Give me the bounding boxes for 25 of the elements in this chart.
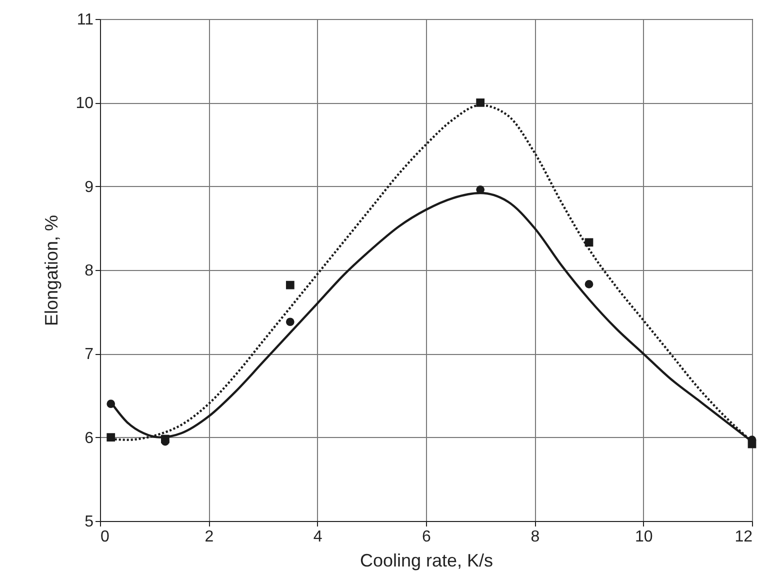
y-tick-label: 9	[84, 178, 94, 196]
point	[584, 280, 594, 288]
x-tick-label: 2	[204, 528, 214, 546]
y-tick-label: 6	[84, 430, 94, 447]
y-tick-label: 11	[76, 12, 94, 28]
x-tick-label: 8	[530, 528, 540, 546]
point	[161, 434, 170, 444]
x-tick-label: 0	[100, 528, 110, 546]
point	[286, 280, 294, 290]
point	[476, 98, 485, 107]
x-axis-title: Cooling rate, K/s	[360, 550, 494, 570]
point	[748, 440, 756, 448]
point	[106, 433, 116, 442]
x-tick-label: 4	[313, 528, 322, 546]
y-tick-label: 7	[84, 346, 94, 364]
y-tick-label: 8	[84, 262, 94, 280]
y-tick-label: 5	[84, 514, 94, 530]
x-tick-label: 10	[634, 528, 653, 546]
x-tick-label: 6	[422, 528, 432, 546]
point	[584, 238, 594, 247]
point	[106, 400, 116, 408]
y-axis-title: Elongation, %	[42, 214, 62, 326]
point	[286, 318, 294, 326]
x-tick-label: 12	[734, 528, 753, 546]
y-tick-label: 10	[76, 95, 94, 112]
